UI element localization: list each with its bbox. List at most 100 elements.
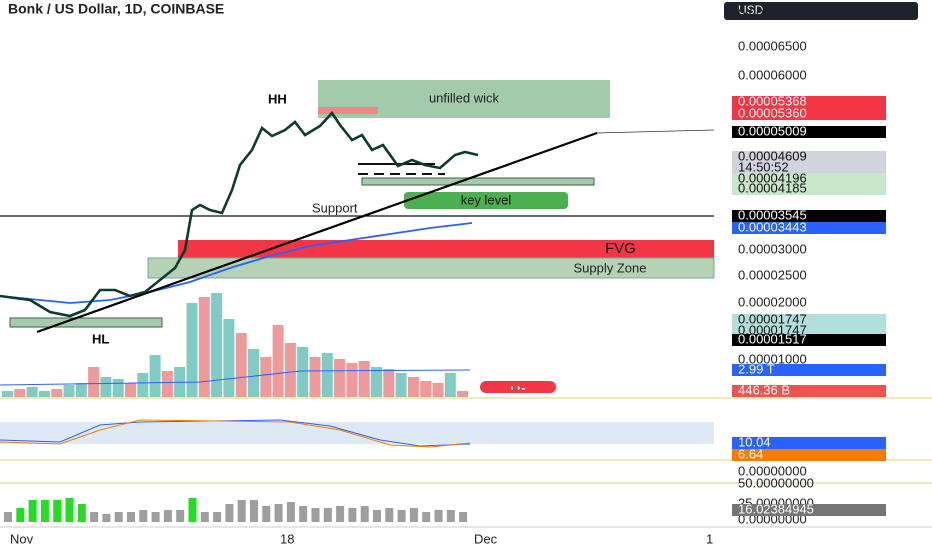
title: Bonk / US Dollar, 1D, COINBASE [8, 1, 224, 17]
volume-bar [284, 343, 296, 397]
price-badge-label: 0.00004185 [738, 180, 807, 195]
hl-label: HL [92, 331, 109, 346]
price-axis-label: 0.00007000 [738, 5, 807, 20]
hist-bar [127, 512, 135, 522]
hist-bar [274, 504, 283, 522]
hist-bar [102, 514, 111, 522]
volume-bar [137, 373, 149, 397]
hist-bar [16, 508, 25, 522]
volume-ma [0, 369, 471, 386]
volume-bar [88, 367, 100, 397]
osc-band [0, 422, 714, 444]
volume-bar [383, 369, 395, 397]
wick-red [318, 107, 378, 114]
volume-bar [63, 385, 75, 397]
hl-zone [9, 317, 163, 328]
volume-bar [149, 355, 161, 397]
time-axis-label: Nov [10, 531, 34, 546]
hist-bar [40, 500, 49, 522]
price-axis-label: 0.00002000 [738, 294, 807, 309]
histogram [4, 498, 468, 522]
volume-bar [358, 361, 370, 397]
price-axis-label: 0.00002500 [738, 267, 807, 282]
price-badge-label: 0.00005368 [738, 93, 807, 108]
price-badge-label: 10.04 [738, 434, 771, 449]
key-box [404, 192, 568, 209]
hist-bar [286, 502, 295, 522]
hist-bar [397, 510, 406, 522]
osc-k [0, 419, 471, 447]
volume-bar [112, 379, 124, 397]
volume-bar [346, 363, 358, 397]
hist-bar [225, 504, 234, 522]
volume-bar [334, 359, 346, 397]
volume-bar [211, 293, 223, 397]
supply-label: Supply Zone [574, 260, 647, 275]
volume-bar [444, 373, 456, 397]
hist-bar [385, 508, 394, 522]
price-badge-label: 0.00003545 [738, 207, 807, 222]
price-badge-label: 446.36 B [738, 382, 790, 397]
wick-label: unfilled wick [429, 90, 500, 105]
volume-bar [100, 377, 112, 397]
volume-bar [2, 391, 13, 397]
volume-bar [26, 387, 38, 397]
price-badge [732, 449, 886, 461]
volume-bar [321, 353, 333, 397]
price-badge [732, 151, 886, 163]
volume-bar [125, 383, 136, 397]
hist-bar [422, 512, 431, 522]
volume-bar [371, 367, 382, 397]
price-badge-label: 16.02384945 [738, 501, 814, 516]
fvg-label: FVG [605, 240, 636, 257]
price-badge-label: 0.00004609 [738, 148, 807, 163]
supply-zone [147, 257, 715, 279]
price-badge [732, 504, 886, 516]
hist-bar [188, 498, 197, 522]
price-badge [732, 96, 886, 108]
price-badge [732, 334, 886, 346]
price-badge-label: 0.00003443 [738, 219, 807, 234]
time-axis-label: 1 [706, 531, 713, 546]
hist-bar [446, 510, 455, 522]
volume-bar [248, 349, 259, 397]
hist-bar [373, 510, 381, 522]
hist-bar [200, 512, 209, 522]
hist-bar [28, 500, 37, 522]
volume-bar [395, 373, 407, 397]
price-badge-label: 14:50:52 [738, 159, 789, 174]
price-badge [732, 385, 886, 397]
price-badge [732, 314, 886, 326]
hist-bar [4, 512, 12, 522]
key-zone [361, 177, 595, 186]
price-badge [732, 108, 886, 120]
price-badge [732, 222, 886, 234]
hist-bar [237, 500, 246, 522]
volume-bar [186, 303, 198, 397]
currency-box[interactable] [724, 2, 918, 20]
hist-bar [151, 512, 160, 522]
hist-bar [299, 506, 308, 522]
hist-bar [348, 508, 357, 522]
time-axis-label: 18 [280, 531, 294, 546]
price-axis-label: 0.00006000 [738, 67, 807, 82]
hist-bar [262, 506, 271, 522]
volume-bar [432, 383, 444, 397]
key-label: key level [461, 192, 512, 207]
price-badge-label: 0.00001517 [738, 331, 807, 346]
moving-average [0, 222, 473, 304]
svg-text:◐◑◒: ◐◑◒ [510, 382, 526, 392]
volume-bar [161, 371, 173, 397]
hist-bar [213, 512, 222, 522]
price-axis-label: 0.00000000 [738, 463, 807, 478]
hist-bar [409, 508, 418, 522]
volume-bar [198, 297, 210, 397]
currency[interactable]: USD [738, 3, 764, 17]
time-axis-label: Dec [474, 531, 498, 546]
hist-bar [250, 500, 258, 522]
hist-bar [311, 508, 320, 522]
support-label: Support [312, 200, 358, 215]
price-badge [732, 437, 886, 449]
volume-bar [223, 319, 235, 397]
